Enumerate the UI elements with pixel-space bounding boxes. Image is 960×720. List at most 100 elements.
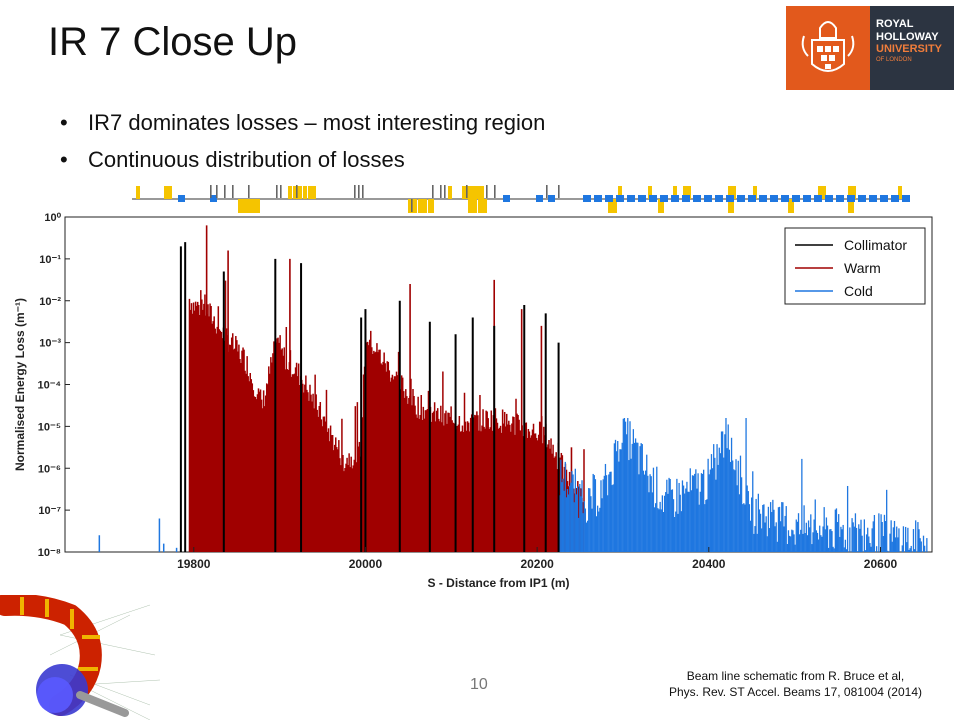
schematic-magnet (753, 186, 757, 199)
schematic-cold-magnet (627, 195, 635, 202)
schematic-magnet (728, 186, 736, 199)
cold-loss-series (98, 418, 928, 552)
schematic-cold-magnet (825, 195, 833, 202)
x-tick-label: 20400 (692, 557, 726, 571)
schematic-collimator (558, 185, 560, 198)
schematic-cold-magnet (770, 195, 778, 202)
logo-line-royal: ROYAL (876, 18, 914, 30)
y-tick-label: 10⁻⁵ (38, 421, 61, 433)
schematic-collimator (358, 185, 360, 198)
schematic-cold-magnet (715, 195, 723, 202)
schematic-cold-magnet (891, 195, 899, 202)
legend-label: Collimator (844, 237, 907, 253)
schematic-magnet (483, 199, 487, 213)
schematic-collimator (276, 185, 278, 198)
loss-map-chart: 19800 20000 20200 20400 20600 10⁰ 10⁻¹ 10⁻² 10⁻³… (13, 212, 933, 590)
logo-wordmark: ROYAL HOLLOWAY UNIVERSITY OF LONDON (870, 6, 954, 90)
schematic-cold-magnet (649, 195, 657, 202)
schematic-collimator (494, 185, 496, 198)
schematic-cold-magnet (792, 195, 800, 202)
logo-line-holloway: HOLLOWAY (876, 30, 939, 43)
schematic-magnet (462, 186, 466, 199)
schematic-cold-magnet (759, 195, 767, 202)
schematic-cold-magnet (880, 195, 888, 202)
y-tick-label: 10⁻¹ (39, 254, 61, 266)
schematic-collimator (444, 185, 446, 198)
schematic-collimator (354, 185, 356, 198)
schematic-magnet (473, 199, 477, 213)
y-tick-label: 10⁻⁶ (38, 463, 61, 475)
schematic-magnet (613, 199, 617, 213)
schematic-magnet (246, 199, 252, 213)
schematic-collimator (248, 185, 250, 198)
schematic-magnet (818, 186, 826, 199)
schematic-collimator (546, 185, 548, 198)
x-tick-label: 20600 (864, 557, 898, 571)
y-tick-label: 10⁻⁷ (38, 505, 61, 517)
schematic-cold-magnet (605, 195, 613, 202)
schematic-collimator (432, 185, 434, 198)
schematic-collimator (486, 185, 488, 198)
bullet-list: IR7 dominates losses – most interesting … (60, 110, 545, 184)
schematic-magnet (413, 199, 417, 213)
schematic-cold-magnet (814, 195, 822, 202)
schematic-magnet (238, 199, 244, 213)
schematic-cold-magnet (902, 195, 910, 202)
schematic-magnet (848, 186, 856, 199)
schematic-magnet (648, 186, 652, 199)
schematic-magnet (308, 186, 316, 199)
schematic-cold-magnet (638, 195, 646, 202)
bullet-item: Continuous distribution of losses (60, 147, 545, 173)
schematic-collimator (216, 185, 218, 198)
collimator-loss-series (179, 242, 560, 552)
logo-line-university: UNIVERSITY (876, 43, 943, 55)
schematic-collimator (224, 185, 226, 198)
x-tick-label: 20000 (349, 557, 383, 571)
schematic-cold-magnet (836, 195, 844, 202)
schematic-cold-magnet (178, 195, 185, 202)
schematic-magnet (428, 199, 434, 213)
schematic-magnet (658, 199, 664, 213)
schematic-collimator (466, 185, 468, 198)
schematic-magnet (898, 186, 902, 199)
citation-line: Phys. Rev. ST Accel. Beams 17, 081004 (2… (668, 685, 922, 699)
y-tick-label: 10⁻⁸ (38, 547, 61, 559)
schematic-magnet (254, 199, 260, 213)
logo-line-of-london: OF LONDON (876, 56, 912, 63)
schematic-magnet (250, 199, 256, 213)
y-tick-label: 10⁻⁴ (38, 380, 61, 392)
schematic-collimator (296, 185, 298, 198)
schematic-magnet (242, 199, 248, 213)
schematic-collimator (440, 185, 442, 198)
schematic-magnet (478, 199, 484, 213)
y-tick-label: 10⁰ (44, 212, 61, 224)
schematic-cold-magnet (726, 195, 734, 202)
citation-line: Beam line schematic from R. Bruce et al, (686, 669, 905, 683)
y-axis-label: Normalised Energy Loss (m⁻¹) (13, 298, 27, 471)
x-tick-label: 19800 (177, 557, 211, 571)
schematic-magnet (608, 199, 614, 213)
schematic-cold-magnet (847, 195, 855, 202)
schematic-magnet (303, 186, 307, 199)
schematic-cold-magnet (858, 195, 866, 202)
schematic-magnet (168, 186, 172, 199)
schematic-magnet (618, 186, 622, 199)
schematic-cold-magnet (583, 195, 591, 202)
schematic-cold-magnet (616, 195, 624, 202)
schematic-magnet (448, 186, 452, 199)
schematic-cold-magnet (803, 195, 811, 202)
schematic-cold-magnet (693, 195, 701, 202)
slide-title: IR 7 Close Up (48, 20, 297, 64)
schematic-collimator (210, 185, 212, 198)
schematic-cold-magnet (503, 195, 510, 202)
schematic-magnet (418, 199, 424, 213)
schematic-magnet (298, 186, 302, 199)
schematic-magnet (480, 186, 484, 199)
schematic-magnet (466, 186, 470, 199)
schematic-cold-magnet (737, 195, 745, 202)
schematic-magnet (728, 199, 734, 213)
x-tick-label: 20200 (520, 557, 554, 571)
y-tick-label: 10⁻³ (39, 338, 61, 350)
schematic-cold-magnet (660, 195, 668, 202)
crest-icon (786, 6, 870, 90)
